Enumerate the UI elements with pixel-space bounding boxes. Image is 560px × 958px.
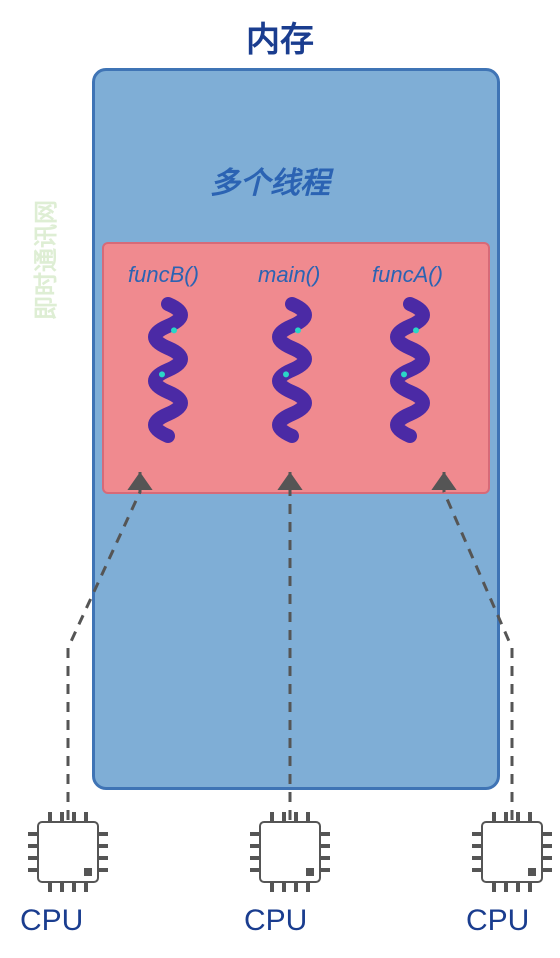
- watermark-text: 即时通讯网: [33, 200, 60, 320]
- func-label: funcB(): [128, 262, 199, 288]
- threads-title: 多个线程: [210, 158, 330, 202]
- cpu-label: CPU: [244, 904, 307, 938]
- page-title: 内存: [0, 12, 560, 61]
- watermark: 即时通讯网: [26, 200, 61, 320]
- cpu-icons: [28, 812, 552, 892]
- cpu-label: CPU: [466, 904, 529, 938]
- cpu-label: CPU: [20, 904, 83, 938]
- func-label: main(): [258, 262, 320, 288]
- func-label: funcA(): [372, 262, 443, 288]
